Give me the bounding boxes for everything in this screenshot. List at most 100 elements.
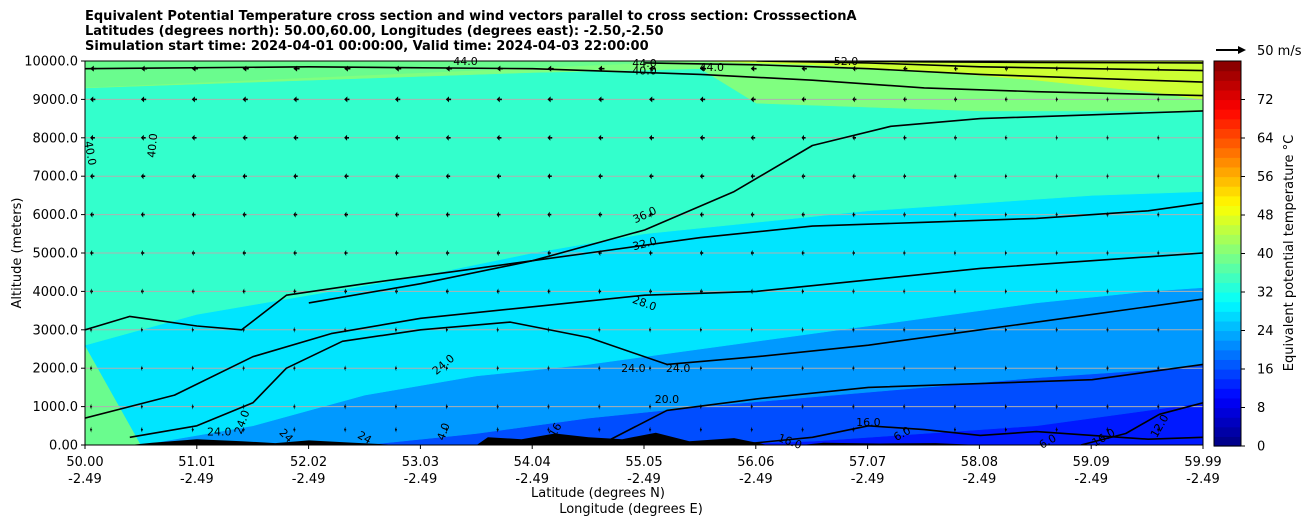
wind-arrow-head xyxy=(90,173,93,180)
colorbar-label: Equivalent potential temperature °C xyxy=(1282,135,1297,371)
wind-arrow-head xyxy=(140,426,143,433)
wind-arrow-head xyxy=(496,288,499,295)
grid-lines xyxy=(85,98,1203,408)
wind-arrow-head xyxy=(547,403,549,410)
x-tick-label-lon: -2.49 xyxy=(851,472,885,487)
wind-arrow-head xyxy=(598,365,600,372)
wind-arrow-head xyxy=(1157,403,1159,410)
wind-arrow-head xyxy=(801,65,805,72)
wind-arrow-head xyxy=(191,426,193,433)
x-tick-label-lat: 52.02 xyxy=(290,455,327,470)
wind-arrow-head xyxy=(242,65,247,72)
wind-arrow-head xyxy=(801,326,803,333)
x-tick-label-lon: -2.49 xyxy=(68,472,102,487)
x-axis-label: Latitude (degrees N) xyxy=(531,486,665,501)
y-tick-label: 10000.0 xyxy=(24,55,78,70)
wind-arrow-head xyxy=(445,365,448,372)
wind-arrow-head xyxy=(801,211,804,218)
contour-48.0 xyxy=(756,61,1203,72)
wind-arrow-head xyxy=(496,211,499,218)
wind-arrow-head xyxy=(903,134,906,141)
x-tick-label-lon: -2.49 xyxy=(739,472,773,487)
wind-arrow-head xyxy=(953,365,956,372)
colorbar-segment xyxy=(1214,128,1241,139)
wind-arrow-head xyxy=(801,288,803,295)
wind-arrow-head xyxy=(649,96,653,103)
contour-40.0 xyxy=(85,66,1203,97)
wind-arrow-head xyxy=(903,211,905,218)
wind-arrow-head xyxy=(344,250,347,256)
theta-band-6 xyxy=(700,61,1203,100)
wind-arrow-head xyxy=(903,326,905,333)
wind-arrow-head xyxy=(852,96,855,103)
wind-arrow-head xyxy=(852,426,854,433)
wind-arrow-head xyxy=(1055,365,1057,372)
wind-arrow-head xyxy=(547,250,550,256)
wind-arrow-head xyxy=(649,426,651,433)
x-tick-label-lon: -2.49 xyxy=(180,472,214,487)
wind-arrow-head xyxy=(1157,65,1159,72)
wind-arrow-head xyxy=(1157,288,1159,295)
wind-arrow-head xyxy=(344,211,347,218)
wind-arrow-head xyxy=(1106,65,1108,72)
wind-arrow-head xyxy=(293,426,295,433)
wind-arrow-head xyxy=(90,134,93,141)
colorbar-segment xyxy=(1214,186,1241,197)
wind-arrow-head xyxy=(649,326,651,333)
contour-label: 24.0 xyxy=(666,362,691,375)
colorbar-segment xyxy=(1214,243,1241,255)
wind-arrow-head xyxy=(394,403,397,410)
colorbar-segment xyxy=(1214,99,1241,110)
wind-arrow-head xyxy=(445,426,448,433)
wind-arrow-head xyxy=(699,173,703,180)
wind-arrow-head xyxy=(293,134,297,141)
wind-arrow-head xyxy=(394,134,398,141)
wind-arrow-head xyxy=(903,288,905,295)
x-tick-label-lat: 55.05 xyxy=(625,455,662,470)
wind-arrow-head xyxy=(649,211,652,218)
wind-arrow-head xyxy=(191,326,193,333)
colorbar-segment xyxy=(1214,282,1241,293)
colorbar-segment xyxy=(1214,215,1241,226)
wind-arrow-head xyxy=(242,288,245,295)
wind-arrow-head xyxy=(699,134,703,141)
wind-arrow-head xyxy=(699,365,702,372)
wind-arrow-head xyxy=(1055,403,1057,410)
x-axis: 50.00 -2.49 51.01 -2.49 52.02 -2.49 53.03 -2.49… xyxy=(66,445,1222,487)
wind-arrow-head xyxy=(801,173,804,180)
contour-label: 24 xyxy=(355,429,374,447)
colorbar-segment xyxy=(1214,224,1241,235)
wind-arrow-head xyxy=(496,403,498,410)
wind-arrow-head xyxy=(445,288,448,295)
y-tick-label: 8000.0 xyxy=(33,131,79,146)
wind-arrow-head xyxy=(750,326,752,333)
x-axis-label-2: Longitude (degrees E) xyxy=(559,502,703,517)
colorbar-segment xyxy=(1214,388,1241,399)
wind-arrow-head xyxy=(140,403,143,410)
wind-arrow-head xyxy=(547,326,549,333)
wind-arrow-head xyxy=(1055,96,1057,103)
title-line-2: Latitudes (degrees north): 50.00,60.00, … xyxy=(85,24,664,39)
colorbar-ticks: 0 8 16 24 32 40 48 56 64 72 xyxy=(1241,93,1274,455)
terrain-shape xyxy=(85,432,1203,445)
wind-arrow-head xyxy=(445,65,450,72)
wind-arrow-head xyxy=(90,211,93,218)
terrain xyxy=(85,432,1203,445)
wind-arrow-head xyxy=(293,211,296,218)
colorbar-segment xyxy=(1214,205,1241,216)
wind-arrow-head xyxy=(344,403,346,410)
colorbar-tick-label: 32 xyxy=(1257,286,1274,301)
wind-arrow-head xyxy=(953,426,956,433)
wind-arrow-head xyxy=(1157,326,1159,333)
wind-arrow-head xyxy=(547,65,552,72)
wind-arrow-head xyxy=(852,403,854,410)
wind-arrow-head xyxy=(293,96,297,103)
wind-arrow-head xyxy=(191,173,195,180)
wind-arrow-head xyxy=(699,96,704,103)
wind-arrow-head xyxy=(750,134,754,141)
wind-arrow-head xyxy=(750,403,752,410)
wind-arrow-head xyxy=(547,288,550,295)
wind-arrow-head xyxy=(1157,250,1159,256)
wind-arrow-head xyxy=(1055,173,1057,180)
wind-arrow-head xyxy=(1106,426,1108,433)
